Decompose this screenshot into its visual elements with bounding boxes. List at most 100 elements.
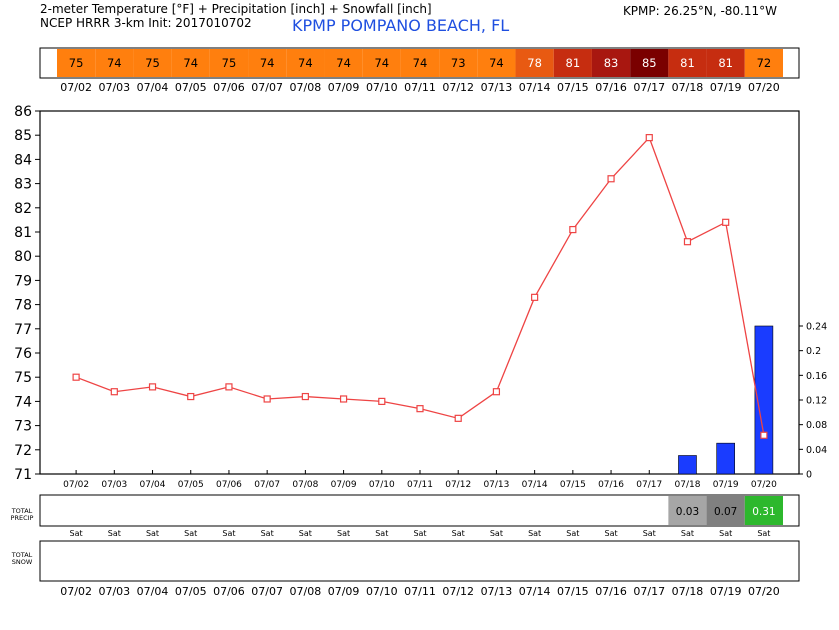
temperature-strip-cell bbox=[362, 49, 401, 77]
temperature-strip-value: 74 bbox=[374, 56, 389, 70]
bottom-date-label: 07/16 bbox=[595, 585, 627, 598]
temperature-strip-cell bbox=[591, 49, 631, 77]
bottom-date-label: 07/09 bbox=[328, 585, 360, 598]
bottom-date-label: 07/19 bbox=[710, 585, 742, 598]
temperature-strip-cell bbox=[668, 49, 707, 77]
temperature-point bbox=[187, 392, 195, 401]
day-label: Sat bbox=[719, 529, 732, 538]
temperature-strip-value: 74 bbox=[489, 56, 504, 70]
y-left-tick-label: 75 bbox=[14, 370, 32, 386]
strip-date-label: 07/04 bbox=[137, 81, 169, 94]
total-precip-label-line1: TOTAL bbox=[11, 507, 33, 515]
x-tick-label: 07/12 bbox=[445, 480, 471, 490]
x-tick-label: 07/19 bbox=[713, 480, 739, 490]
temperature-strip-value: 73 bbox=[451, 56, 466, 70]
y-right-tick-label: 0.16 bbox=[806, 371, 827, 382]
total-precip-value: 0.07 bbox=[714, 506, 737, 518]
precip-bar bbox=[716, 442, 735, 475]
y-left-tick-label: 83 bbox=[14, 177, 32, 193]
strip-date-label: 07/10 bbox=[366, 81, 398, 94]
x-tick-label: 07/05 bbox=[178, 480, 204, 490]
precip-bar bbox=[678, 455, 697, 475]
temperature-point bbox=[760, 431, 768, 439]
bottom-date-label: 07/12 bbox=[442, 585, 474, 598]
temperature-point bbox=[569, 225, 577, 234]
y-right-tick-label: 0 bbox=[806, 470, 812, 481]
total-precip-cell bbox=[668, 496, 707, 525]
day-label: Sat bbox=[757, 529, 770, 538]
temperature-point bbox=[263, 395, 271, 403]
strip-date-label: 07/03 bbox=[98, 81, 130, 94]
y-left-tick-label: 79 bbox=[14, 273, 32, 289]
y-left-tick-label: 85 bbox=[14, 128, 32, 144]
temperature-strip-value: 74 bbox=[183, 56, 198, 70]
strip-date-label: 07/15 bbox=[557, 81, 589, 94]
temperature-strip-cell bbox=[95, 49, 134, 77]
station-coordinates: KPMP: 26.25°N, -80.11°W bbox=[622, 4, 777, 18]
temperature-strip-value: 74 bbox=[298, 56, 313, 70]
strip-date-label: 07/02 bbox=[60, 81, 92, 94]
bottom-date-label: 07/10 bbox=[366, 585, 398, 598]
strip-date-label: 07/14 bbox=[519, 81, 551, 94]
y-left-tick-label: 82 bbox=[14, 201, 32, 217]
temperature-point bbox=[454, 414, 462, 422]
x-tick-label: 07/07 bbox=[254, 480, 280, 490]
x-tick-label: 07/14 bbox=[522, 480, 548, 490]
bottom-date-label: 07/15 bbox=[557, 585, 589, 598]
temperature-strip-value: 75 bbox=[145, 56, 160, 70]
day-label: Sat bbox=[108, 529, 121, 538]
strip-date-label: 07/06 bbox=[213, 81, 245, 94]
y-left-tick-label: 77 bbox=[14, 322, 32, 338]
bottom-date-label: 07/03 bbox=[98, 585, 130, 598]
x-tick-label: 07/08 bbox=[292, 480, 318, 490]
day-label: Sat bbox=[528, 529, 541, 538]
y-left-tick-label: 80 bbox=[14, 249, 32, 265]
bottom-date-label: 07/20 bbox=[748, 585, 780, 598]
x-tick-label: 07/11 bbox=[407, 480, 433, 490]
x-tick-label: 07/10 bbox=[369, 480, 395, 490]
bottom-date-label: 07/05 bbox=[175, 585, 207, 598]
bottom-date-label: 07/11 bbox=[404, 585, 436, 598]
y-left-tick-label: 78 bbox=[14, 298, 32, 314]
strip-date-label: 07/17 bbox=[633, 81, 665, 94]
temperature-point bbox=[607, 175, 615, 183]
strip-date-label: 07/18 bbox=[672, 81, 704, 94]
y-left-tick-label: 81 bbox=[14, 225, 32, 241]
bottom-date-label: 07/17 bbox=[633, 585, 665, 598]
temperature-strip-value: 74 bbox=[336, 56, 351, 70]
bottom-date-label: 07/02 bbox=[60, 585, 92, 598]
strip-date-label: 07/12 bbox=[442, 81, 474, 94]
temperature-strip-value: 85 bbox=[642, 56, 657, 70]
temperature-strip-cell bbox=[209, 49, 249, 77]
temperature-point bbox=[645, 134, 653, 142]
bottom-date-label: 07/14 bbox=[519, 585, 551, 598]
day-label: Sat bbox=[222, 529, 235, 538]
temperature-point bbox=[110, 388, 118, 396]
strip-date-label: 07/07 bbox=[251, 81, 283, 94]
y-right-tick-label: 0.24 bbox=[806, 322, 827, 333]
strip-date-label: 07/09 bbox=[328, 81, 360, 94]
y-right-tick-label: 0.2 bbox=[806, 346, 821, 357]
temperature-point bbox=[72, 373, 80, 381]
plot-area bbox=[39, 110, 800, 475]
temperature-strip-cell bbox=[744, 49, 783, 77]
x-tick-label: 07/13 bbox=[483, 480, 509, 490]
bottom-date-label: 07/08 bbox=[290, 585, 322, 598]
x-tick-label: 07/18 bbox=[675, 480, 701, 490]
temperature-strip-value: 81 bbox=[680, 56, 695, 70]
temperature-point bbox=[416, 405, 424, 413]
temperature-strip-cell bbox=[133, 49, 172, 77]
temperature-strip-cell bbox=[553, 49, 592, 77]
day-label: Sat bbox=[604, 529, 617, 538]
day-label: Sat bbox=[299, 529, 312, 538]
temperature-strip-value: 75 bbox=[222, 56, 237, 70]
temperature-strip-cell bbox=[439, 49, 478, 77]
temperature-strip-cell bbox=[248, 49, 287, 77]
y-left-tick-label: 74 bbox=[14, 394, 32, 410]
day-label: Sat bbox=[566, 529, 579, 538]
temperature-strip-value: 74 bbox=[260, 56, 275, 70]
total-precip-cell bbox=[744, 496, 783, 525]
x-tick-label: 07/20 bbox=[751, 480, 777, 490]
temperature-strip-cell bbox=[630, 49, 669, 77]
temperature-strip-value: 74 bbox=[107, 56, 122, 70]
